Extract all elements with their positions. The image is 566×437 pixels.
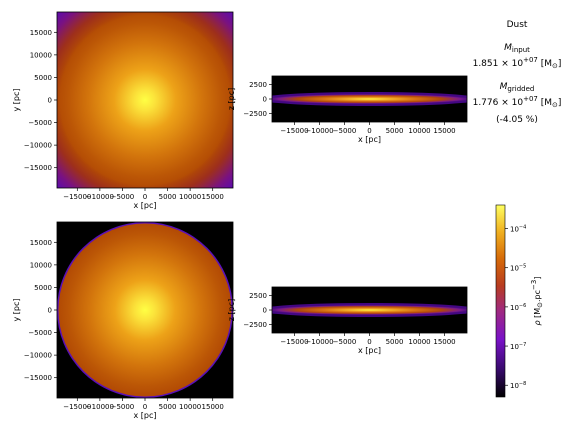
edge-gridded-ylabel: z [pc] — [227, 299, 236, 321]
face-input-xtick-label: 0 — [143, 193, 147, 201]
face-input-corner-shading — [57, 12, 233, 188]
edge-input-xtick-label: −10000 — [305, 127, 333, 135]
panel-edge-gridded: −15000−10000 −5000 0 5000 10000 15000 2500 0 −25… — [227, 286, 468, 355]
component-label: Dust — [507, 20, 528, 30]
face-gridded-xtick-label: 5000 — [159, 403, 177, 411]
face-gridded-ytick-label: 10000 — [30, 261, 52, 269]
colorbar: 10−4 10−5 10−6 10−7 10−8 ρ [M⊙.pc−3] — [495, 204, 544, 398]
face-gridded-xtick-label: 0 — [143, 403, 147, 411]
face-input-ytick-label: −15000 — [24, 164, 52, 172]
face-gridded-xtick-label: 15000 — [202, 403, 224, 411]
colorbar-tick-label: 10−8 — [510, 381, 526, 390]
colorbar-gradient — [495, 204, 506, 398]
face-input-xtick-label: 5000 — [159, 193, 177, 201]
face-input-ytick-label: 15000 — [30, 29, 52, 37]
face-input-ytick-label: −10000 — [24, 142, 52, 150]
face-input-xtick-label: −10000 — [86, 193, 114, 201]
colorbar-label: ρ [M⊙.pc−3] — [530, 276, 544, 325]
edge-gridded-ytick-label: 0 — [263, 307, 267, 315]
edge-gridded-xtick-label: 10000 — [408, 338, 430, 346]
panel-edge-input: −15000−10000 −5000 0 5000 10000 15000 2500 0 −25… — [227, 75, 468, 144]
edge-gridded-disk — [272, 305, 467, 315]
summary-text: Dust Minput 1.851 × 10+07 [M⊙] Mgridded … — [473, 20, 562, 125]
m-input-label: Minput — [504, 43, 530, 54]
face-gridded-ytick-label: −10000 — [24, 352, 52, 360]
face-input-xtick-label: 15000 — [202, 193, 224, 201]
face-gridded-ytick-label: −15000 — [24, 374, 52, 382]
face-gridded-xtick-label: 10000 — [179, 403, 201, 411]
colorbar-tick-label: 10−7 — [510, 342, 526, 351]
face-gridded-disk — [58, 223, 232, 397]
face-gridded-xtick-label: −10000 — [86, 403, 114, 411]
face-input-ytick-label: 0 — [48, 97, 52, 105]
face-gridded-xtick-label: −15000 — [63, 403, 91, 411]
face-input-xlabel: x [pc] — [134, 201, 157, 210]
edge-gridded-xtick-label: −15000 — [280, 338, 308, 346]
face-gridded-ylabel: y [pc] — [12, 299, 21, 322]
face-input-xtick-label: 10000 — [179, 193, 201, 201]
panel-face-gridded: −15000−10000−5000 0 5000 10000 1500015000100… — [12, 221, 234, 420]
edge-gridded-xtick-label: 5000 — [386, 338, 404, 346]
panel-face-input: −15000−10000−5000 0 5000 10000 1500015000100… — [12, 11, 234, 210]
edge-gridded-xtick-label: 0 — [367, 338, 371, 346]
edge-input-xtick-label: 10000 — [408, 127, 430, 135]
edge-input-xtick-label: 15000 — [433, 127, 455, 135]
edge-input-ylabel: z [pc] — [227, 88, 236, 110]
edge-input-xtick-label: −15000 — [280, 127, 308, 135]
face-gridded-ytick-label: 15000 — [30, 239, 52, 247]
colorbar-tick-label: 10−6 — [510, 303, 526, 312]
mass-difference: (-4.05 %) — [496, 115, 538, 125]
face-input-ytick-label: −5000 — [28, 119, 52, 127]
edge-input-ytick-label: 0 — [263, 96, 267, 104]
face-gridded-xlabel: x [pc] — [134, 411, 157, 420]
face-input-xtick-label: −5000 — [111, 193, 135, 201]
edge-gridded-xtick-label: −5000 — [333, 338, 357, 346]
face-input-xtick-label: −15000 — [63, 193, 91, 201]
edge-input-xlabel: x [pc] — [358, 135, 381, 144]
edge-gridded-xtick-label: 15000 — [433, 338, 455, 346]
face-gridded-ytick-label: 0 — [48, 307, 52, 315]
face-input-ylabel: y [pc] — [12, 89, 21, 112]
edge-input-disk — [272, 94, 467, 104]
colorbar-tick-label: 10−5 — [510, 264, 526, 273]
edge-gridded-xtick-label: −10000 — [305, 338, 333, 346]
face-gridded-xtick-label: −5000 — [111, 403, 135, 411]
colorbar-tick-label: 10−4 — [510, 225, 526, 234]
edge-gridded-ytick-label: −2500 — [243, 321, 267, 329]
m-gridded-value: 1.776 × 10+07 [M⊙] — [473, 95, 562, 109]
face-gridded-ytick-label: 5000 — [34, 284, 52, 292]
edge-input-xtick-label: 0 — [367, 127, 371, 135]
edge-gridded-xlabel: x [pc] — [358, 346, 381, 355]
face-gridded-ytick-label: −5000 — [28, 329, 52, 337]
face-input-ytick-label: 5000 — [34, 74, 52, 82]
edge-input-xtick-label: −5000 — [333, 127, 357, 135]
edge-gridded-ytick-label: 2500 — [249, 292, 267, 300]
m-gridded-label: Mgridded — [500, 82, 535, 93]
edge-input-ytick-label: 2500 — [249, 81, 267, 89]
edge-input-ytick-label: −2500 — [243, 110, 267, 118]
face-input-ytick-label: 10000 — [30, 51, 52, 59]
m-input-value: 1.851 × 10+07 [M⊙] — [473, 56, 562, 70]
edge-input-xtick-label: 5000 — [386, 127, 404, 135]
